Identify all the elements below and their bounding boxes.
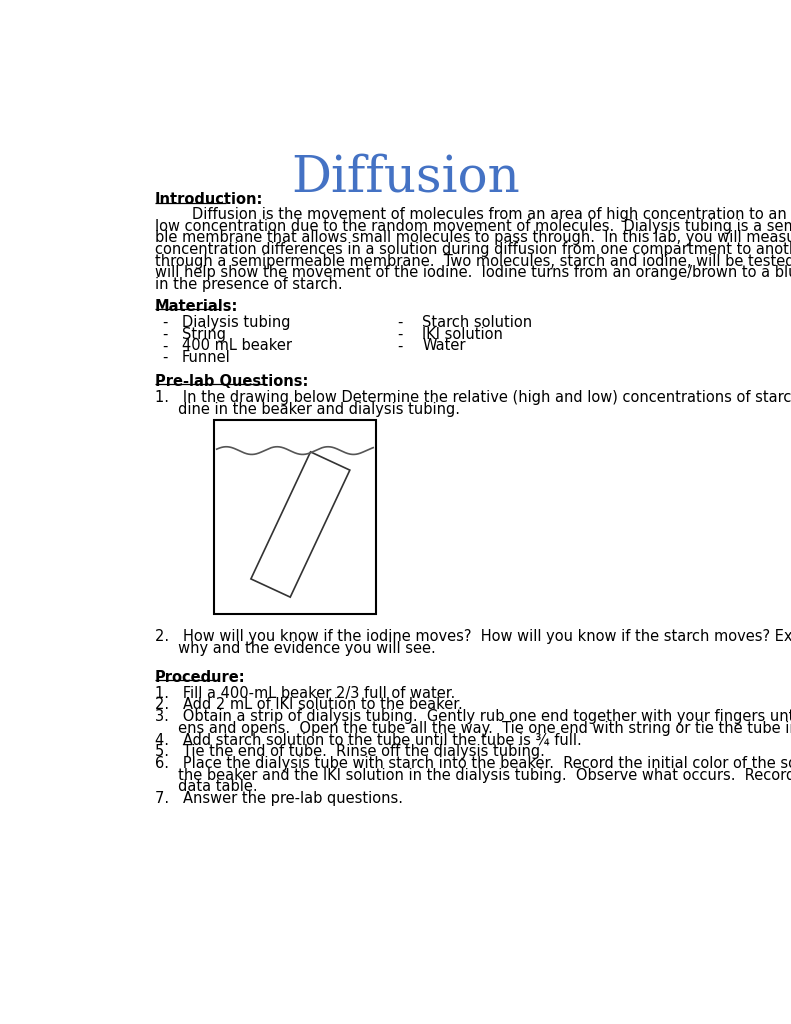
Text: concentration differences in a solution during diffusion from one compartment to: concentration differences in a solution … [155, 242, 791, 257]
Text: String: String [182, 327, 225, 342]
Text: Dialysis tubing: Dialysis tubing [182, 315, 290, 330]
Text: IKI solution: IKI solution [422, 327, 503, 342]
Text: -: - [162, 327, 168, 342]
Text: 4.   Add starch solution to the tube until the tube is ¾ full.: 4. Add starch solution to the tube until… [155, 732, 581, 748]
Polygon shape [251, 452, 350, 597]
Text: 6.   Place the dialysis tube with starch into the beaker.  Record the initial co: 6. Place the dialysis tube with starch i… [155, 756, 791, 771]
Text: 400 mL beaker: 400 mL beaker [182, 338, 292, 353]
Text: why and the evidence you will see.: why and the evidence you will see. [155, 641, 435, 656]
Text: Procedure:: Procedure: [155, 670, 245, 685]
Text: 3.   Obtain a strip of dialysis tubing.  Gently rub one end together with your f: 3. Obtain a strip of dialysis tubing. Ge… [155, 710, 791, 724]
Text: -: - [397, 327, 403, 342]
Text: ens and opens.  Open the tube all the way.  Tie one end with string or tie the t: ens and opens. Open the tube all the way… [155, 721, 791, 736]
Text: -: - [162, 315, 168, 330]
Text: low concentration due to the random movement of molecules.  Dialysis tubing is a: low concentration due to the random move… [155, 218, 791, 233]
Text: the beaker and the IKI solution in the dialysis tubing.  Observe what occurs.  R: the beaker and the IKI solution in the d… [155, 768, 791, 782]
Text: in the presence of starch.: in the presence of starch. [155, 278, 343, 292]
Text: 2.   How will you know if the iodine moves?  How will you know if the starch mov: 2. How will you know if the iodine moves… [155, 629, 791, 644]
Text: will help show the movement of the iodine.  Iodine turns from an orange/brown to: will help show the movement of the iodin… [155, 265, 791, 281]
Bar [214, 420, 377, 613]
Text: -: - [397, 338, 403, 353]
Text: Diffusion is the movement of molecules from an area of high concentration to an : Diffusion is the movement of molecules f… [155, 207, 791, 222]
Text: 5.   Tie the end of tube.  Rinse off the dialysis tubing.: 5. Tie the end of tube. Rinse off the di… [155, 744, 544, 759]
Text: Diffusion: Diffusion [291, 153, 520, 203]
Text: Pre-lab Questions:: Pre-lab Questions: [155, 374, 308, 389]
Text: 1.   In the drawing below Determine the relative (high and low) concentrations o: 1. In the drawing below Determine the re… [155, 390, 791, 406]
Text: 2.   Add 2 mL of IKI solution to the beaker.: 2. Add 2 mL of IKI solution to the beake… [155, 697, 463, 713]
Text: Funnel: Funnel [182, 350, 230, 365]
Text: through a semipermeable membrane.  Two molecules, starch and iodine, will be tes: through a semipermeable membrane. Two mo… [155, 254, 791, 268]
Text: 7.   Answer the pre-lab questions.: 7. Answer the pre-lab questions. [155, 792, 403, 806]
Text: ble membrane that allows small molecules to pass through.  In this lab, you will: ble membrane that allows small molecules… [155, 230, 791, 245]
Text: 1.   Fill a 400-mL beaker 2/3 full of water.: 1. Fill a 400-mL beaker 2/3 full of wate… [155, 686, 455, 700]
Text: dine in the beaker and dialysis tubing.: dine in the beaker and dialysis tubing. [155, 402, 460, 417]
Text: data table.: data table. [155, 779, 257, 795]
Text: -: - [162, 338, 168, 353]
Text: Water: Water [422, 338, 466, 353]
Text: -: - [397, 315, 403, 330]
Text: -: - [162, 350, 168, 365]
Text: Starch solution: Starch solution [422, 315, 532, 330]
Text: Materials:: Materials: [155, 299, 238, 313]
Text: Introduction:: Introduction: [155, 193, 263, 207]
